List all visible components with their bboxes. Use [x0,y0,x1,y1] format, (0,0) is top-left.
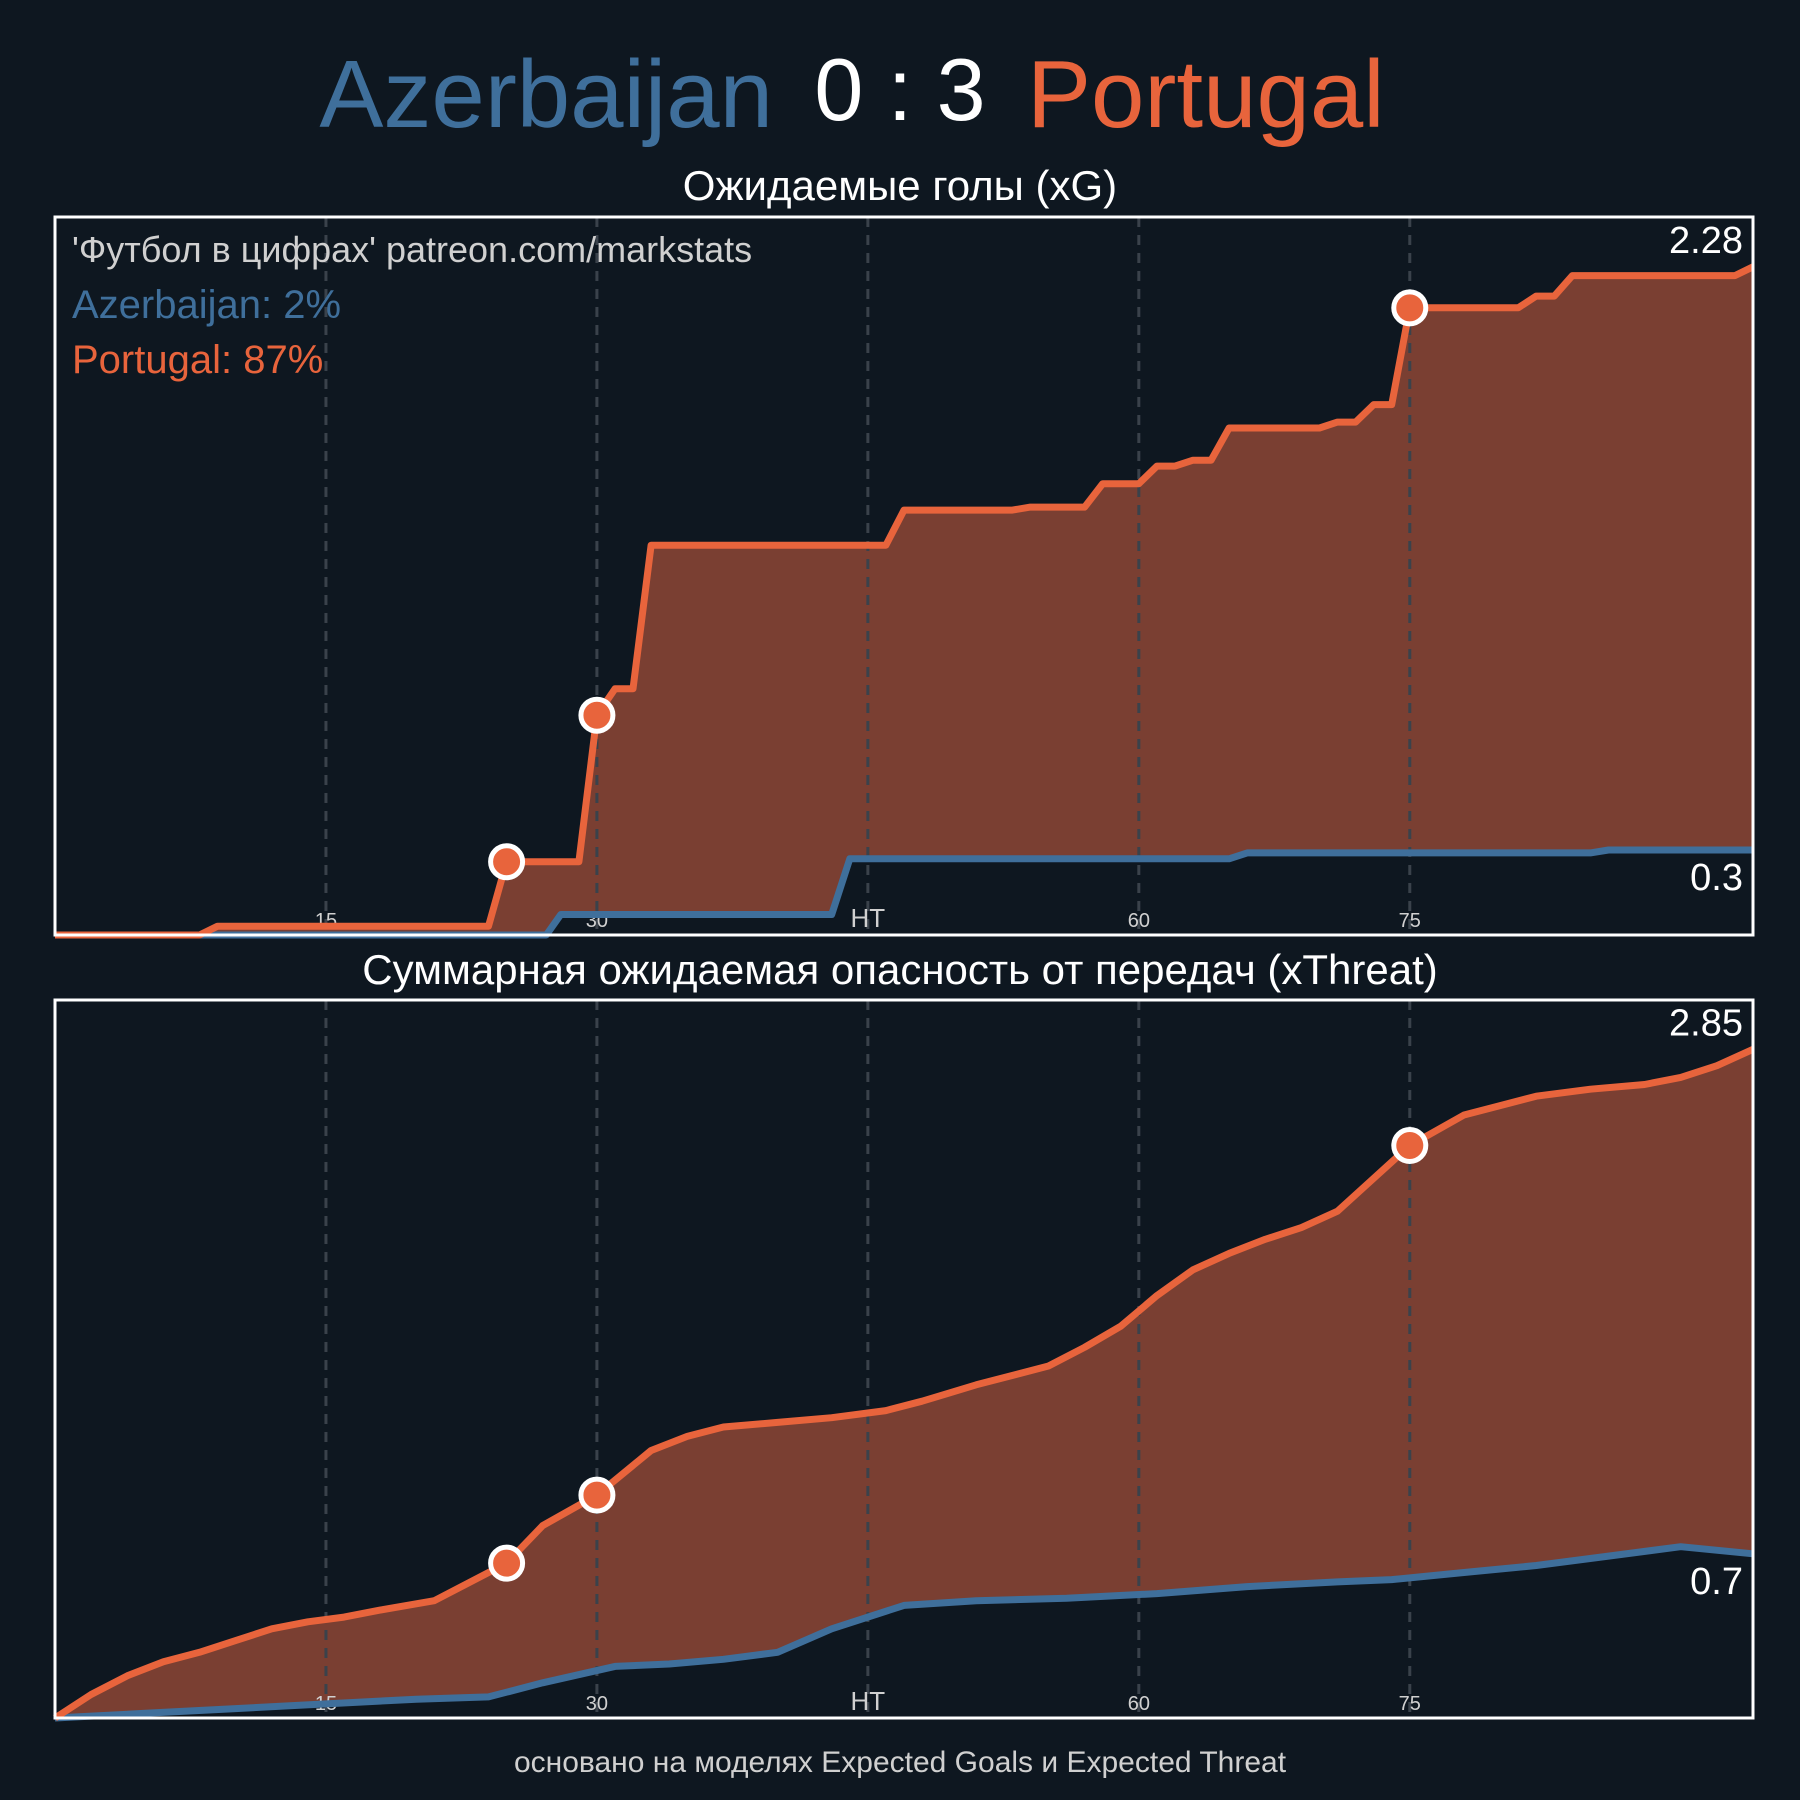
difference-area [55,1049,1753,1718]
x-tick-label: HT [851,903,886,933]
xthreat-chart-title: Суммарная ожидаемая опасность от передач… [362,946,1438,993]
footer-note: основано на моделях Expected Goals и Exp… [514,1746,1287,1779]
xthreat-plot-area: 15 30 HT 60 752.850.7 [53,998,1755,1722]
away-end-value: 2.85 [1669,1002,1743,1044]
plot-frame [53,998,1755,1720]
goal-marker [1391,289,1429,327]
difference-area [55,266,1753,935]
home-end-value: 0.7 [1690,1561,1743,1603]
score: 0 : 3 [814,40,985,139]
x-tick-label: 75 [1399,910,1421,932]
x-tick-label: HT [851,1686,886,1716]
goal-marker [488,1544,526,1582]
xg-panel: Ожидаемые голы (xG) 15 30 HT 60 752.280.3 'Ф… [53,162,1755,939]
goal-marker [488,843,526,881]
away-series-line [53,1046,1755,1721]
home-end-value: 0.3 [1690,857,1743,899]
goal-marker [578,1476,616,1514]
x-tick-label: 60 [1128,1693,1150,1715]
away-end-value: 2.28 [1669,220,1743,262]
goal-marker [578,696,616,734]
away-win-probability: Portugal: 87% [72,338,323,382]
away-team-name: Portugal [1027,41,1385,148]
goal-marker [1391,1126,1429,1164]
away-series-line [55,263,1755,939]
home-win-probability: Azerbaijan: 2% [72,283,341,327]
xg-chart-title: Ожидаемые голы (xG) [683,162,1117,209]
watermark: 'Футбол в цифрах' patreon.com/markstats [72,229,752,270]
x-tick-label: 75 [1399,1693,1421,1715]
x-tick-label: 30 [586,1693,608,1715]
xthreat-panel: Суммарная ожидаемая опасность от передач… [53,946,1755,1722]
home-team-name: Azerbaijan [319,41,773,148]
xg-plot-area: 15 30 HT 60 752.280.3 [53,215,1755,939]
home-series-line [54,1543,1754,1722]
home-series-line [55,846,1753,939]
plot-frame [53,215,1755,937]
x-tick-label: 60 [1128,910,1150,932]
